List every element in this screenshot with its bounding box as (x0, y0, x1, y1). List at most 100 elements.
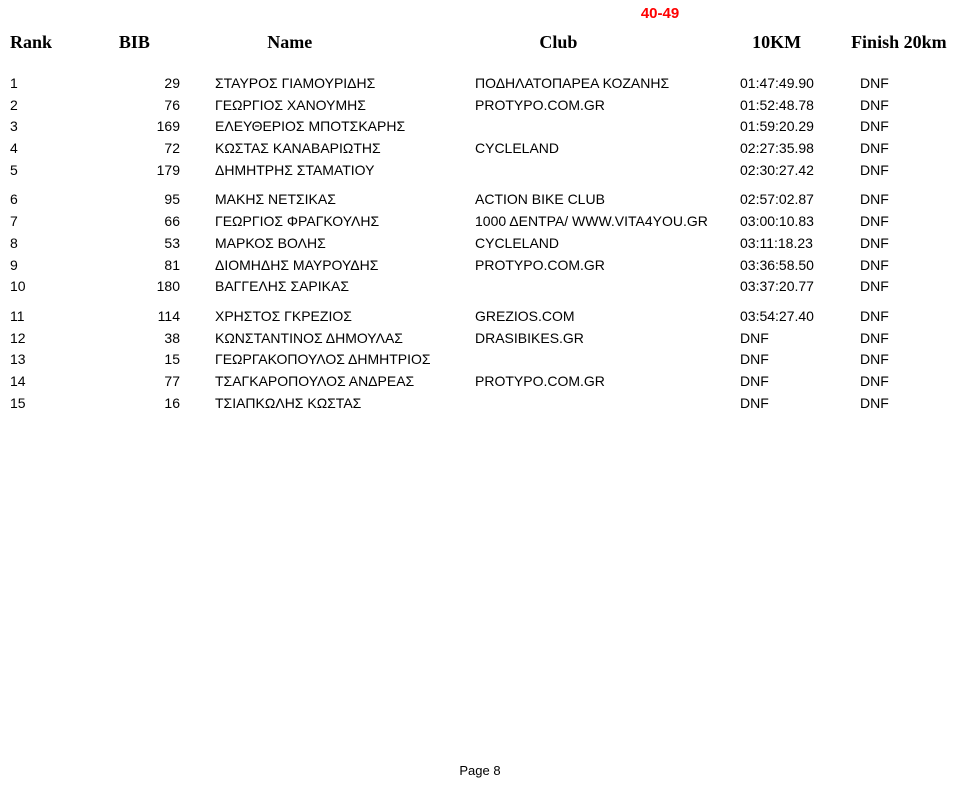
cell-bib: 169 (80, 116, 215, 138)
table-row: 472ΚΩΣΤΑΣ ΚΑΝΑΒΑΡΙΩΤΗΣCYCLELAND02:27:35.… (10, 138, 950, 160)
cell-name: ΓΕΩΡΓΙΟΣ ΧΑΝΟΥΜΗΣ (215, 95, 475, 117)
cell-bib: 95 (80, 189, 215, 211)
cell-finish: DNF (860, 233, 940, 255)
cell-bib: 38 (80, 328, 215, 350)
cell-10km: 03:00:10.83 (740, 211, 860, 233)
cell-rank: 12 (10, 328, 80, 350)
cell-name: ΓΕΩΡΓΙΟΣ ΦΡΑΓΚΟΥΛΗΣ (215, 211, 475, 233)
table-row: 276ΓΕΩΡΓΙΟΣ ΧΑΝΟΥΜΗΣPROTYPO.COM.GR01:52:… (10, 95, 950, 117)
cell-rank: 10 (10, 276, 80, 298)
cell-club (475, 160, 740, 182)
cell-name: ΚΩΝΣΤΑΝΤΙΝΟΣ ΔΗΜΟΥΛΑΣ (215, 328, 475, 350)
cell-bib: 114 (80, 306, 215, 328)
cell-bib: 72 (80, 138, 215, 160)
cell-name: ΤΣΙΑΠΚΩΛΗΣ ΚΩΣΤΑΣ (215, 393, 475, 415)
cell-name: ΒΑΓΓΕΛΗΣ ΣΑΡΙΚΑΣ (215, 276, 475, 298)
cell-club: ACTION BIKE CLUB (475, 189, 740, 211)
header-10km: 10KM (752, 32, 851, 53)
cell-name: ΔΙΟΜΗΔΗΣ ΜΑΥΡΟΥΔΗΣ (215, 255, 475, 277)
header-name: Name (267, 32, 539, 53)
table-row: 10180ΒΑΓΓΕΛΗΣ ΣΑΡΙΚΑΣ 03:37:20.77DNF (10, 276, 950, 298)
cell-bib: 77 (80, 371, 215, 393)
cell-rank: 9 (10, 255, 80, 277)
cell-club: CYCLELAND (475, 233, 740, 255)
cell-finish: DNF (860, 189, 940, 211)
cell-finish: DNF (860, 255, 940, 277)
cell-finish: DNF (860, 349, 940, 371)
cell-name: ΔΗΜΗΤΡΗΣ ΣΤΑΜΑΤΙΟΥ (215, 160, 475, 182)
cell-finish: DNF (860, 371, 940, 393)
cell-bib: 179 (80, 160, 215, 182)
table-row: 1516ΤΣΙΑΠΚΩΛΗΣ ΚΩΣΤΑΣDNFDNF (10, 393, 950, 415)
table-row: 1238ΚΩΝΣΤΑΝΤΙΝΟΣ ΔΗΜΟΥΛΑΣDRASIBIKES.GRDN… (10, 328, 950, 350)
cell-club (475, 393, 740, 415)
cell-bib: 16 (80, 393, 215, 415)
cell-rank: 1 (10, 73, 80, 95)
cell-10km: 02:27:35.98 (740, 138, 860, 160)
table-body: 12 9 ΣΤΑΥΡΟΣ ΓΙΑΜΟΥΡΙΔΗΣΠΟΔΗΛΑΤΟΠΑΡΕΑ ΚΟΖΑ… (10, 73, 950, 414)
page-footer: Page 8 (0, 763, 960, 778)
cell-10km: 03:36:58.50 (740, 255, 860, 277)
table-row: 3169ΕΛΕΥΘΕΡΙΟΣ ΜΠΟΤΣΚΑΡΗΣ01:59:20.29DNF (10, 116, 950, 138)
cell-rank: 5 (10, 160, 80, 182)
header-finish: Finish 20km (851, 32, 950, 53)
cell-club: ΠΟΔΗΛΑΤΟΠΑΡΕΑ ΚΟΖΑΝΗΣ (475, 73, 740, 95)
cell-finish: DNF (860, 138, 940, 160)
cell-rank: 14 (10, 371, 80, 393)
cell-name: ΤΣΑΓΚΑΡΟΠΟΥΛΟΣ ΑΝΔΡΕΑΣ (215, 371, 475, 393)
cell-finish: DNF (860, 393, 940, 415)
cell-name: ΣΤΑΥΡΟΣ ΓΙΑΜΟΥΡΙΔΗΣ (215, 73, 475, 95)
table-header: Rank BIB Name Club 10KM Finish 20km (10, 32, 950, 53)
cell-club: CYCLELAND (475, 138, 740, 160)
table-row: 129ΣΤΑΥΡΟΣ ΓΙΑΜΟΥΡΙΔΗΣΠΟΔΗΛΑΤΟΠΑΡΕΑ ΚΟΖΑ… (10, 73, 950, 95)
header-bib: BIB (119, 32, 267, 53)
cell-club: 1000 ΔΕΝΤΡΑ/ WWW.VITA4YOU.GR (475, 211, 740, 233)
cell-finish: DNF (860, 116, 940, 138)
table-row: 853ΜΑΡΚΟΣ ΒΟΛΗΣCYCLELAND03:11:18.23DNF (10, 233, 950, 255)
cell-10km: 01:52:48.78 (740, 95, 860, 117)
cell-rank: 11 (10, 306, 80, 328)
cell-10km: 03:37:20.77 (740, 276, 860, 298)
table-row: 766ΓΕΩΡΓΙΟΣ ΦΡΑΓΚΟΥΛΗΣ1000 ΔΕΝΤΡΑ/ WWW.V… (10, 211, 950, 233)
cell-bib: 81 (80, 255, 215, 277)
cell-name: ΧΡΗΣΤΟΣ ΓΚΡΕΖΙΟΣ (215, 306, 475, 328)
cell-rank: 8 (10, 233, 80, 255)
table-row: 695ΜΑΚΗΣ ΝΕΤΣΙΚΑΣACTION BIKE CLUB02:57:0… (10, 189, 950, 211)
cell-10km: 02:57:02.87 (740, 189, 860, 211)
cell-club (475, 116, 740, 138)
cell-finish: DNF (860, 306, 940, 328)
cell-rank: 13 (10, 349, 80, 371)
category-label: 40-49 (370, 5, 950, 22)
cell-club (475, 276, 740, 298)
cell-club: PROTYPO.COM.GR (475, 95, 740, 117)
cell-rank: 2 (10, 95, 80, 117)
cell-10km: DNF (740, 393, 860, 415)
table-row: 1315ΓΕΩΡΓΑΚΟΠΟΥΛΟΣ ΔΗΜΗΤΡΙΟΣDNFDNF (10, 349, 950, 371)
cell-10km: 02:30:27.42 (740, 160, 860, 182)
cell-10km: DNF (740, 371, 860, 393)
cell-club: PROTYPO.COM.GR (475, 371, 740, 393)
cell-rank: 4 (10, 138, 80, 160)
cell-club: PROTYPO.COM.GR (475, 255, 740, 277)
cell-name: ΕΛΕΥΘΕΡΙΟΣ ΜΠΟΤΣΚΑΡΗΣ (215, 116, 475, 138)
cell-bib: 53 (80, 233, 215, 255)
cell-name: ΜΑΚΗΣ ΝΕΤΣΙΚΑΣ (215, 189, 475, 211)
cell-10km: DNF (740, 328, 860, 350)
header-club: Club (539, 32, 752, 53)
cell-finish: DNF (860, 276, 940, 298)
cell-10km: DNF (740, 349, 860, 371)
cell-bib: 180 (80, 276, 215, 298)
cell-finish: DNF (860, 328, 940, 350)
cell-rank: 3 (10, 116, 80, 138)
cell-bib: 76 (80, 95, 215, 117)
cell-name: ΓΕΩΡΓΑΚΟΠΟΥΛΟΣ ΔΗΜΗΤΡΙΟΣ (215, 349, 475, 371)
cell-10km: 03:54:27.40 (740, 306, 860, 328)
cell-rank: 7 (10, 211, 80, 233)
cell-club: GREZIOS.COM (475, 306, 740, 328)
table-row: 981ΔΙΟΜΗΔΗΣ ΜΑΥΡΟΥΔΗΣPROTYPO.COM.GR03:36… (10, 255, 950, 277)
cell-finish: DNF (860, 73, 940, 95)
cell-club (475, 349, 740, 371)
cell-10km: 01:47:49.90 (740, 73, 860, 95)
cell-finish: DNF (860, 160, 940, 182)
cell-name: ΚΩΣΤΑΣ ΚΑΝΑΒΑΡΙΩΤΗΣ (215, 138, 475, 160)
